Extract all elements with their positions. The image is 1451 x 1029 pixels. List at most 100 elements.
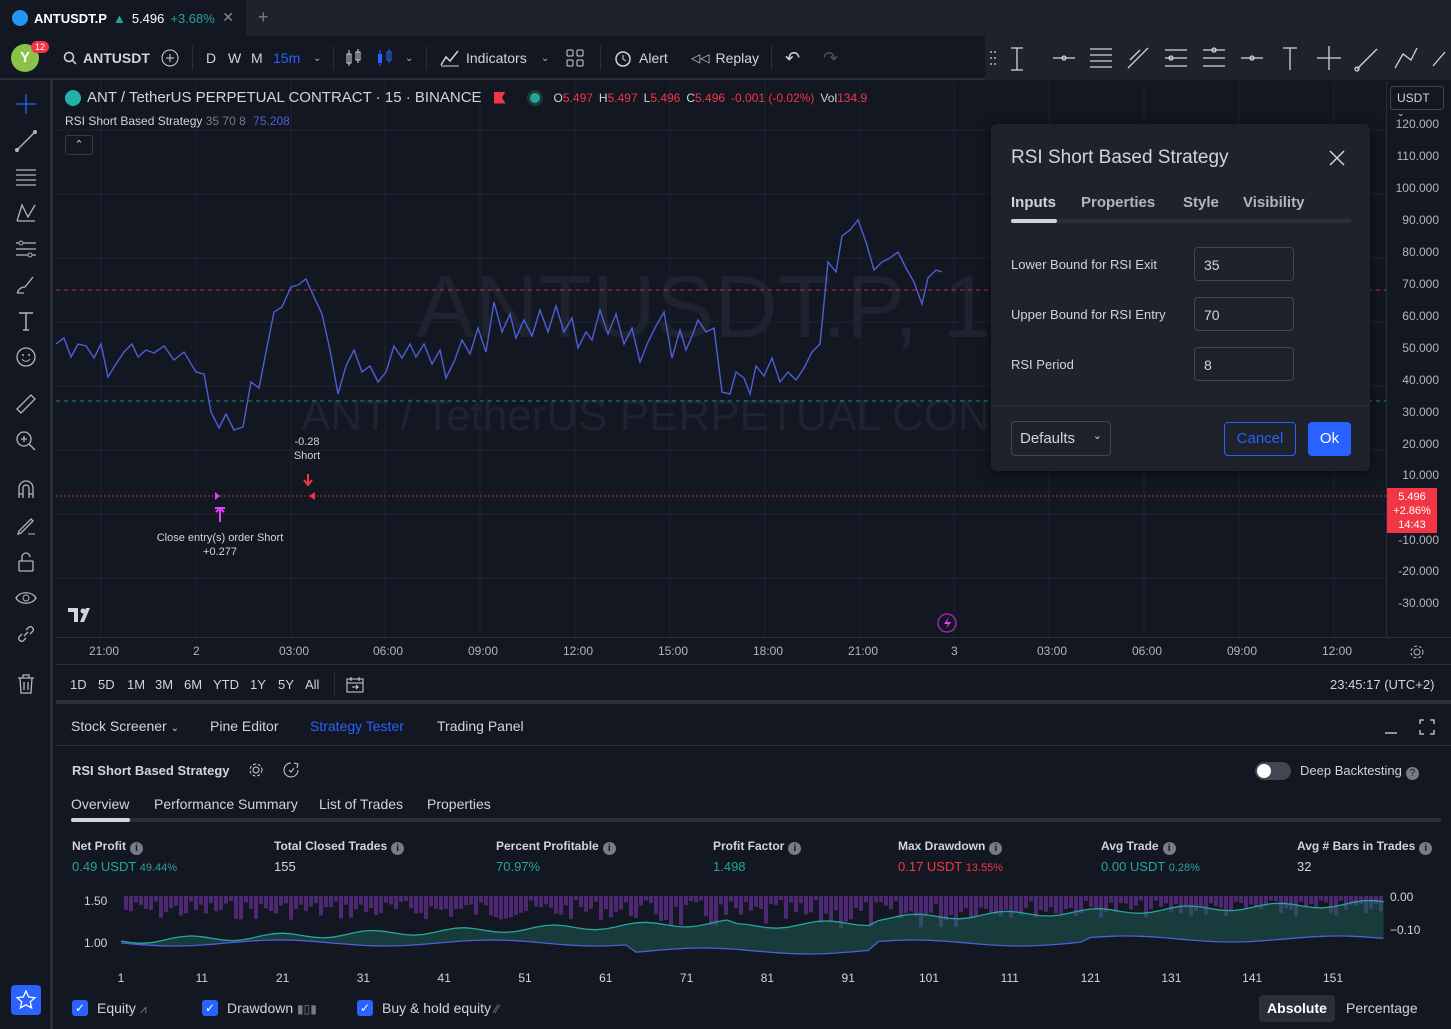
interval-w[interactable]: W bbox=[228, 50, 242, 66]
zoom-in-icon[interactable] bbox=[14, 429, 38, 453]
user-avatar[interactable]: Y 12 bbox=[11, 36, 50, 80]
time-axis[interactable]: 21:00 2 03:00 06:00 09:00 12:00 15:00 18:00 21:0… bbox=[56, 637, 1451, 664]
eye-icon[interactable] bbox=[14, 586, 38, 610]
maximize-icon[interactable] bbox=[1418, 718, 1436, 736]
tab-pine-editor[interactable]: Pine Editor bbox=[210, 718, 279, 734]
time-axis-label: 09:00 bbox=[468, 644, 499, 658]
brush-icon[interactable] bbox=[14, 273, 38, 297]
ok-button[interactable]: Ok bbox=[1308, 422, 1351, 456]
interval-d[interactable]: D bbox=[206, 50, 217, 66]
browser-tab-bar: ANTUSDT.P ▲ 5.496 +3.68% ✕ + bbox=[0, 0, 1451, 36]
redo-icon[interactable]: ↷ bbox=[823, 47, 839, 68]
undo-icon[interactable]: ↶ bbox=[785, 47, 801, 68]
equity-x-label: 101 bbox=[919, 971, 939, 985]
equity-checkbox[interactable]: ✓ bbox=[72, 1000, 88, 1016]
replay-button[interactable]: ◁◁ Replay bbox=[691, 50, 760, 66]
tab-visibility[interactable]: Visibility bbox=[1243, 194, 1305, 211]
subtab-performance-summary[interactable]: Performance Summary bbox=[154, 796, 298, 812]
new-tab-icon[interactable]: + bbox=[258, 7, 269, 27]
buy-hold-checkbox[interactable]: ✓ bbox=[357, 1000, 373, 1016]
range-5y[interactable]: 5Y bbox=[278, 677, 294, 692]
tab-inputs[interactable]: Inputs bbox=[1011, 194, 1056, 211]
settings-gear-icon[interactable] bbox=[1409, 644, 1425, 660]
crosshair-icon[interactable] bbox=[14, 92, 38, 116]
layout-grid-icon[interactable] bbox=[566, 36, 584, 80]
range-1m[interactable]: 1M bbox=[127, 677, 146, 692]
equity-x-label: 81 bbox=[761, 971, 775, 985]
tab-stock-screener[interactable]: Stock Screener ⌄ bbox=[71, 718, 179, 734]
symbol-logo-icon bbox=[65, 89, 81, 106]
stat-total-trades-label: Total Closed Trades i bbox=[274, 839, 405, 855]
indicators-button[interactable]: Indicators bbox=[440, 36, 527, 80]
drawdown-checkbox[interactable]: ✓ bbox=[202, 1000, 218, 1016]
chevron-down-icon[interactable]: ⌄ bbox=[313, 52, 322, 64]
watchlist-star-button[interactable] bbox=[11, 985, 41, 1015]
prediction-icon[interactable] bbox=[14, 237, 38, 261]
rewind-icon: ◁◁ bbox=[691, 51, 710, 65]
tab-trading-panel[interactable]: Trading Panel bbox=[437, 718, 524, 734]
range-3m[interactable]: 3M bbox=[155, 677, 174, 692]
rsi-period-input[interactable]: 8 bbox=[1194, 347, 1294, 381]
minimize-icon[interactable] bbox=[1383, 720, 1399, 736]
subtab-list-of-trades[interactable]: List of Trades bbox=[319, 796, 404, 812]
upper-bound-input[interactable]: 70 bbox=[1194, 297, 1294, 331]
interval-m[interactable]: M bbox=[251, 50, 263, 66]
compare-add-icon[interactable] bbox=[160, 36, 180, 80]
ruler-icon[interactable] bbox=[14, 392, 38, 416]
chevron-down-icon[interactable]: ⌄ bbox=[541, 52, 550, 64]
price-axis[interactable]: USDT ⌄ 120.000 110.000 100.000 90.000 80.000… bbox=[1386, 82, 1451, 638]
tab-strategy-tester[interactable]: Strategy Tester bbox=[310, 718, 404, 734]
flag-icon[interactable] bbox=[493, 91, 506, 104]
pattern-icon[interactable] bbox=[14, 201, 38, 225]
bar-style-icon[interactable] bbox=[345, 36, 363, 80]
candles-icon[interactable] bbox=[376, 36, 394, 80]
symbol-search[interactable]: ANTUSDT bbox=[63, 36, 150, 80]
range-all[interactable]: All bbox=[305, 677, 320, 692]
rsi-period-label: RSI Period bbox=[1011, 357, 1074, 372]
trend-line-icon[interactable] bbox=[14, 129, 38, 153]
info-icon: i bbox=[602, 842, 616, 855]
stay-in-drawing-mode-icon[interactable] bbox=[14, 514, 38, 538]
tab-properties[interactable]: Properties bbox=[1081, 194, 1156, 211]
range-1y[interactable]: 1Y bbox=[250, 677, 266, 692]
link-icon[interactable] bbox=[14, 622, 38, 646]
percentage-toggle[interactable]: Percentage bbox=[1346, 1000, 1418, 1016]
defaults-dropdown[interactable]: Defaults ⌄ bbox=[1011, 421, 1111, 456]
timezone-clock[interactable]: 23:45:17 (UTC+2) bbox=[1330, 677, 1435, 692]
close-icon[interactable] bbox=[1328, 149, 1346, 167]
strategy-legend[interactable]: RSI Short Based Strategy 35 70 8 75.208 bbox=[65, 114, 290, 128]
text-icon[interactable] bbox=[14, 309, 38, 333]
close-tab-icon[interactable]: ✕ bbox=[222, 9, 234, 25]
trash-icon[interactable] bbox=[14, 672, 38, 696]
strategy-settings-dialog: RSI Short Based Strategy Inputs Properti… bbox=[991, 124, 1370, 471]
subtab-properties[interactable]: Properties bbox=[427, 796, 491, 812]
fib-retracement-icon[interactable] bbox=[14, 165, 38, 189]
deep-backtesting-toggle[interactable] bbox=[1255, 762, 1291, 780]
range-6m[interactable]: 6M bbox=[184, 677, 203, 692]
market-status-icon bbox=[529, 92, 540, 103]
subtab-overview[interactable]: Overview bbox=[71, 796, 130, 812]
goto-date-icon[interactable] bbox=[345, 675, 365, 695]
legend-symbol-title[interactable]: ANT / TetherUS PERPETUAL CONTRACT · 15 ·… bbox=[87, 89, 482, 106]
current-price-label: 5.496 +2.86% 14:43 bbox=[1387, 488, 1437, 533]
range-5d[interactable]: 5D bbox=[98, 677, 115, 692]
lock-icon[interactable] bbox=[14, 550, 38, 574]
alert-button[interactable]: Alert bbox=[613, 36, 668, 80]
magnet-icon[interactable] bbox=[14, 478, 38, 502]
range-1d[interactable]: 1D bbox=[70, 677, 87, 692]
collapse-legend-button[interactable]: ⌃ bbox=[65, 135, 93, 155]
settings-gear-icon[interactable] bbox=[248, 762, 264, 778]
time-axis-label: 21:00 bbox=[848, 644, 879, 658]
lower-bound-input[interactable]: 35 bbox=[1194, 247, 1294, 281]
chart-tab[interactable]: ANTUSDT.P ▲ 5.496 +3.68% ✕ bbox=[0, 0, 246, 36]
chevron-down-icon[interactable]: ⌄ bbox=[405, 52, 414, 64]
source-code-icon[interactable] bbox=[282, 761, 300, 779]
absolute-toggle[interactable]: Absolute bbox=[1259, 995, 1335, 1022]
interval-15m[interactable]: 15m bbox=[273, 50, 301, 66]
legend-close: 5.496 bbox=[695, 90, 726, 105]
range-ytd[interactable]: YTD bbox=[213, 677, 239, 692]
emoji-icon[interactable] bbox=[14, 345, 38, 369]
tab-style[interactable]: Style bbox=[1183, 194, 1219, 211]
cancel-button[interactable]: Cancel bbox=[1224, 422, 1296, 456]
currency-select[interactable]: USDT ⌄ bbox=[1390, 86, 1444, 118]
